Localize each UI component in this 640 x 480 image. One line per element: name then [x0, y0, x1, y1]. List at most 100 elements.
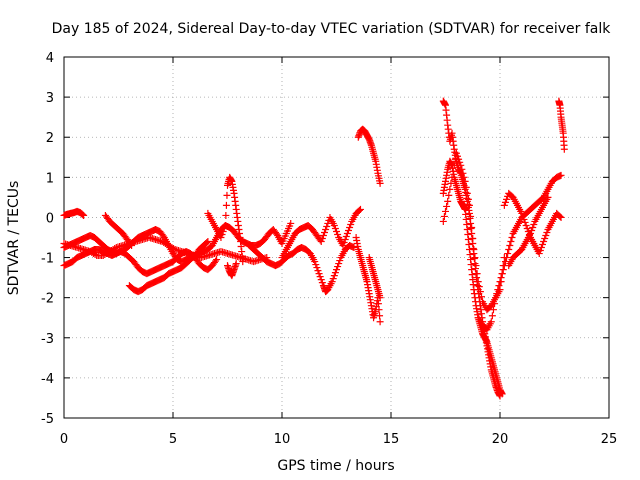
data-point-track-r [541, 235, 549, 243]
data-point-track-q [493, 290, 501, 298]
data-point-track-p [474, 278, 482, 286]
data-point-track-c [91, 251, 99, 259]
data-point-track-q [505, 246, 513, 254]
data-point-track-j [341, 236, 349, 244]
data-point-track-r [536, 247, 544, 255]
tick-labels: 0 5 10 15 20 25 -5 -4 -3 -2 -1 0 1 2 3 4 [41, 51, 617, 447]
data-point-track-r [543, 228, 551, 236]
data-point-track-j [321, 228, 329, 236]
data-point-track-p [477, 293, 485, 301]
data-point-track-b [213, 256, 221, 264]
y-tick-label: 1 [46, 171, 54, 186]
data-point-track-i [329, 275, 337, 283]
grid [64, 57, 609, 418]
data-point-track-p [443, 202, 451, 210]
data-point-track-t [560, 145, 568, 153]
data-point-track-i [312, 261, 320, 269]
data-point-track-p [467, 212, 475, 220]
series-track-t [555, 97, 568, 153]
data-point-track-d [78, 210, 86, 218]
data-point-track-p [448, 173, 456, 181]
data-point-track-p [462, 183, 470, 191]
data-point-track-q [494, 286, 502, 294]
data-point-track-i [328, 278, 336, 286]
data-point-track-p [459, 169, 467, 177]
data-point-track-s [528, 226, 536, 234]
data-point-track-j [323, 222, 331, 230]
data-point-track-s [529, 223, 537, 231]
data-point-track-p [444, 197, 452, 205]
data-point-track-p [464, 195, 472, 203]
data-point-track-r [539, 241, 547, 249]
data-point-track-p [457, 161, 465, 169]
data-point-track-k [376, 179, 384, 187]
data-point-track-i [334, 263, 342, 271]
series-track-g [204, 173, 247, 266]
data-point-track-r [521, 218, 529, 226]
data-point-track-r [500, 201, 508, 209]
data-point-track-q [504, 250, 512, 258]
data-point-track-q [487, 318, 495, 326]
data-point-track-c [111, 245, 119, 253]
x-tick-label: 15 [383, 432, 400, 447]
data-point-track-j [317, 238, 325, 246]
y-tick-label: -1 [41, 252, 54, 267]
data-point-track-j [339, 242, 347, 250]
data-marks [60, 97, 568, 400]
series-track-q [474, 171, 565, 334]
data-point-track-i [336, 257, 344, 265]
data-point-track-j [331, 224, 339, 232]
data-point-track-r [520, 215, 528, 223]
y-tick-label: 4 [46, 51, 54, 66]
data-point-track-l [374, 300, 382, 308]
series-track-e [101, 211, 136, 250]
data-point-track-p [445, 191, 453, 199]
data-point-track-j [356, 205, 364, 213]
data-point-track-g [220, 224, 228, 232]
data-point-track-q [492, 294, 500, 302]
data-point-track-q [497, 274, 505, 282]
data-point-track-b [212, 257, 220, 265]
data-point-track-j [333, 227, 340, 235]
data-point-track-i [314, 267, 322, 275]
data-point-track-r [519, 212, 527, 220]
data-point-track-s [527, 229, 535, 237]
data-point-track-q [557, 171, 565, 179]
data-point-track-a [159, 232, 167, 240]
x-tick-label: 20 [492, 432, 509, 447]
data-point-track-p [463, 189, 471, 197]
data-point-track-p [455, 155, 463, 163]
data-point-track-q [498, 270, 506, 278]
series-track-l [352, 234, 384, 326]
data-point-track-r [522, 221, 530, 229]
data-point-track-h [232, 260, 240, 268]
data-point-track-m [376, 294, 384, 302]
data-point-track-p [471, 254, 479, 262]
data-point-track-i [311, 258, 319, 266]
series-track-f [125, 238, 212, 296]
data-point-track-p [440, 212, 448, 220]
data-point-track-p [458, 165, 466, 173]
y-axis-label: SDTVAR / TECUs [6, 181, 22, 296]
data-point-track-g [221, 221, 229, 229]
data-point-track-o [498, 390, 506, 398]
data-point-track-i [318, 279, 326, 287]
data-point-track-l [376, 318, 384, 326]
data-point-track-j [343, 229, 351, 237]
data-point-track-q [507, 238, 515, 246]
data-point-track-l [376, 312, 384, 320]
data-point-track-r [523, 224, 531, 232]
series-track-h [224, 260, 240, 280]
data-point-track-g [222, 211, 230, 219]
data-point-track-g [222, 201, 230, 209]
data-point-track-j [340, 239, 348, 247]
data-point-track-r [556, 212, 564, 220]
data-point-track-p [473, 270, 481, 278]
data-point-track-j [319, 231, 327, 239]
y-tick-label: 2 [46, 131, 54, 146]
data-point-track-r [557, 213, 565, 221]
data-point-track-c [170, 245, 178, 253]
data-point-track-d [80, 211, 88, 219]
y-tick-label: -5 [41, 412, 54, 427]
